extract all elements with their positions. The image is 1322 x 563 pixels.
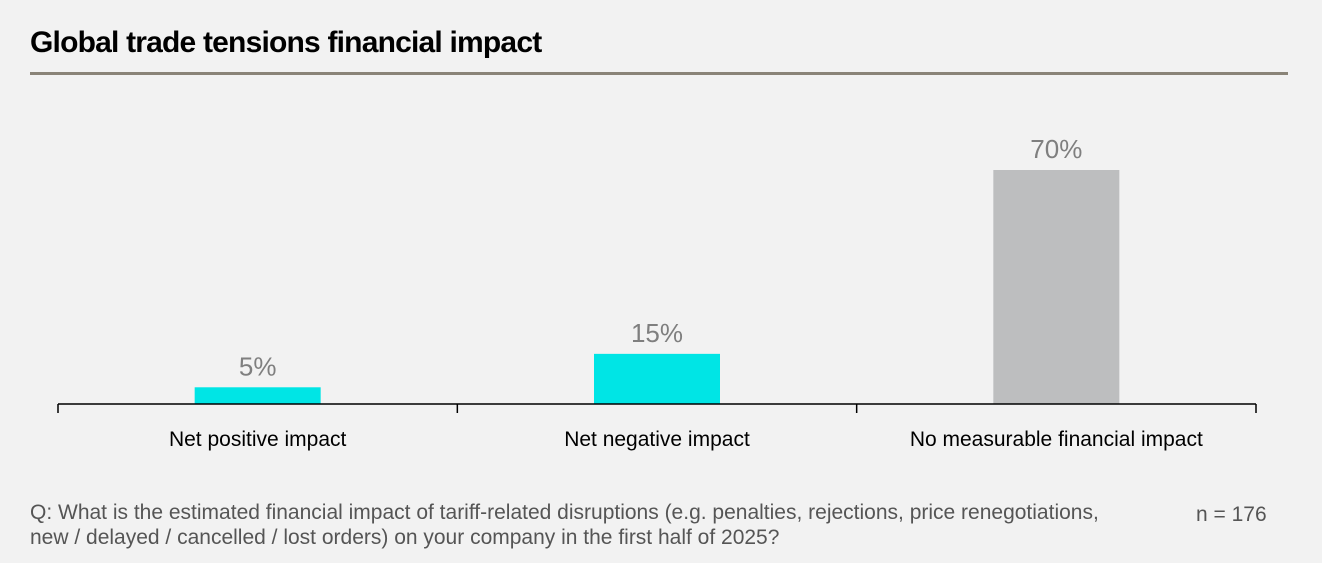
data-label: 15% bbox=[631, 318, 683, 348]
bar-chart: 5% Net positive impact 15% Net negative imp… bbox=[57, 134, 1257, 451]
category-label: Net negative impact bbox=[564, 428, 750, 451]
title-divider bbox=[30, 72, 1288, 75]
bar bbox=[993, 170, 1120, 404]
bar bbox=[594, 353, 720, 404]
category-label: Net positive impact bbox=[169, 428, 347, 451]
bar bbox=[194, 387, 321, 404]
data-label: 5% bbox=[239, 351, 277, 381]
data-label: 70% bbox=[1030, 134, 1082, 164]
category-label: No measurable financial impact bbox=[910, 428, 1203, 451]
chart-title: Global trade tensions financial impact bbox=[30, 26, 542, 59]
survey-question: Q: What is the estimated financial impac… bbox=[30, 501, 1099, 549]
sample-size: n = 176 bbox=[1196, 503, 1267, 526]
